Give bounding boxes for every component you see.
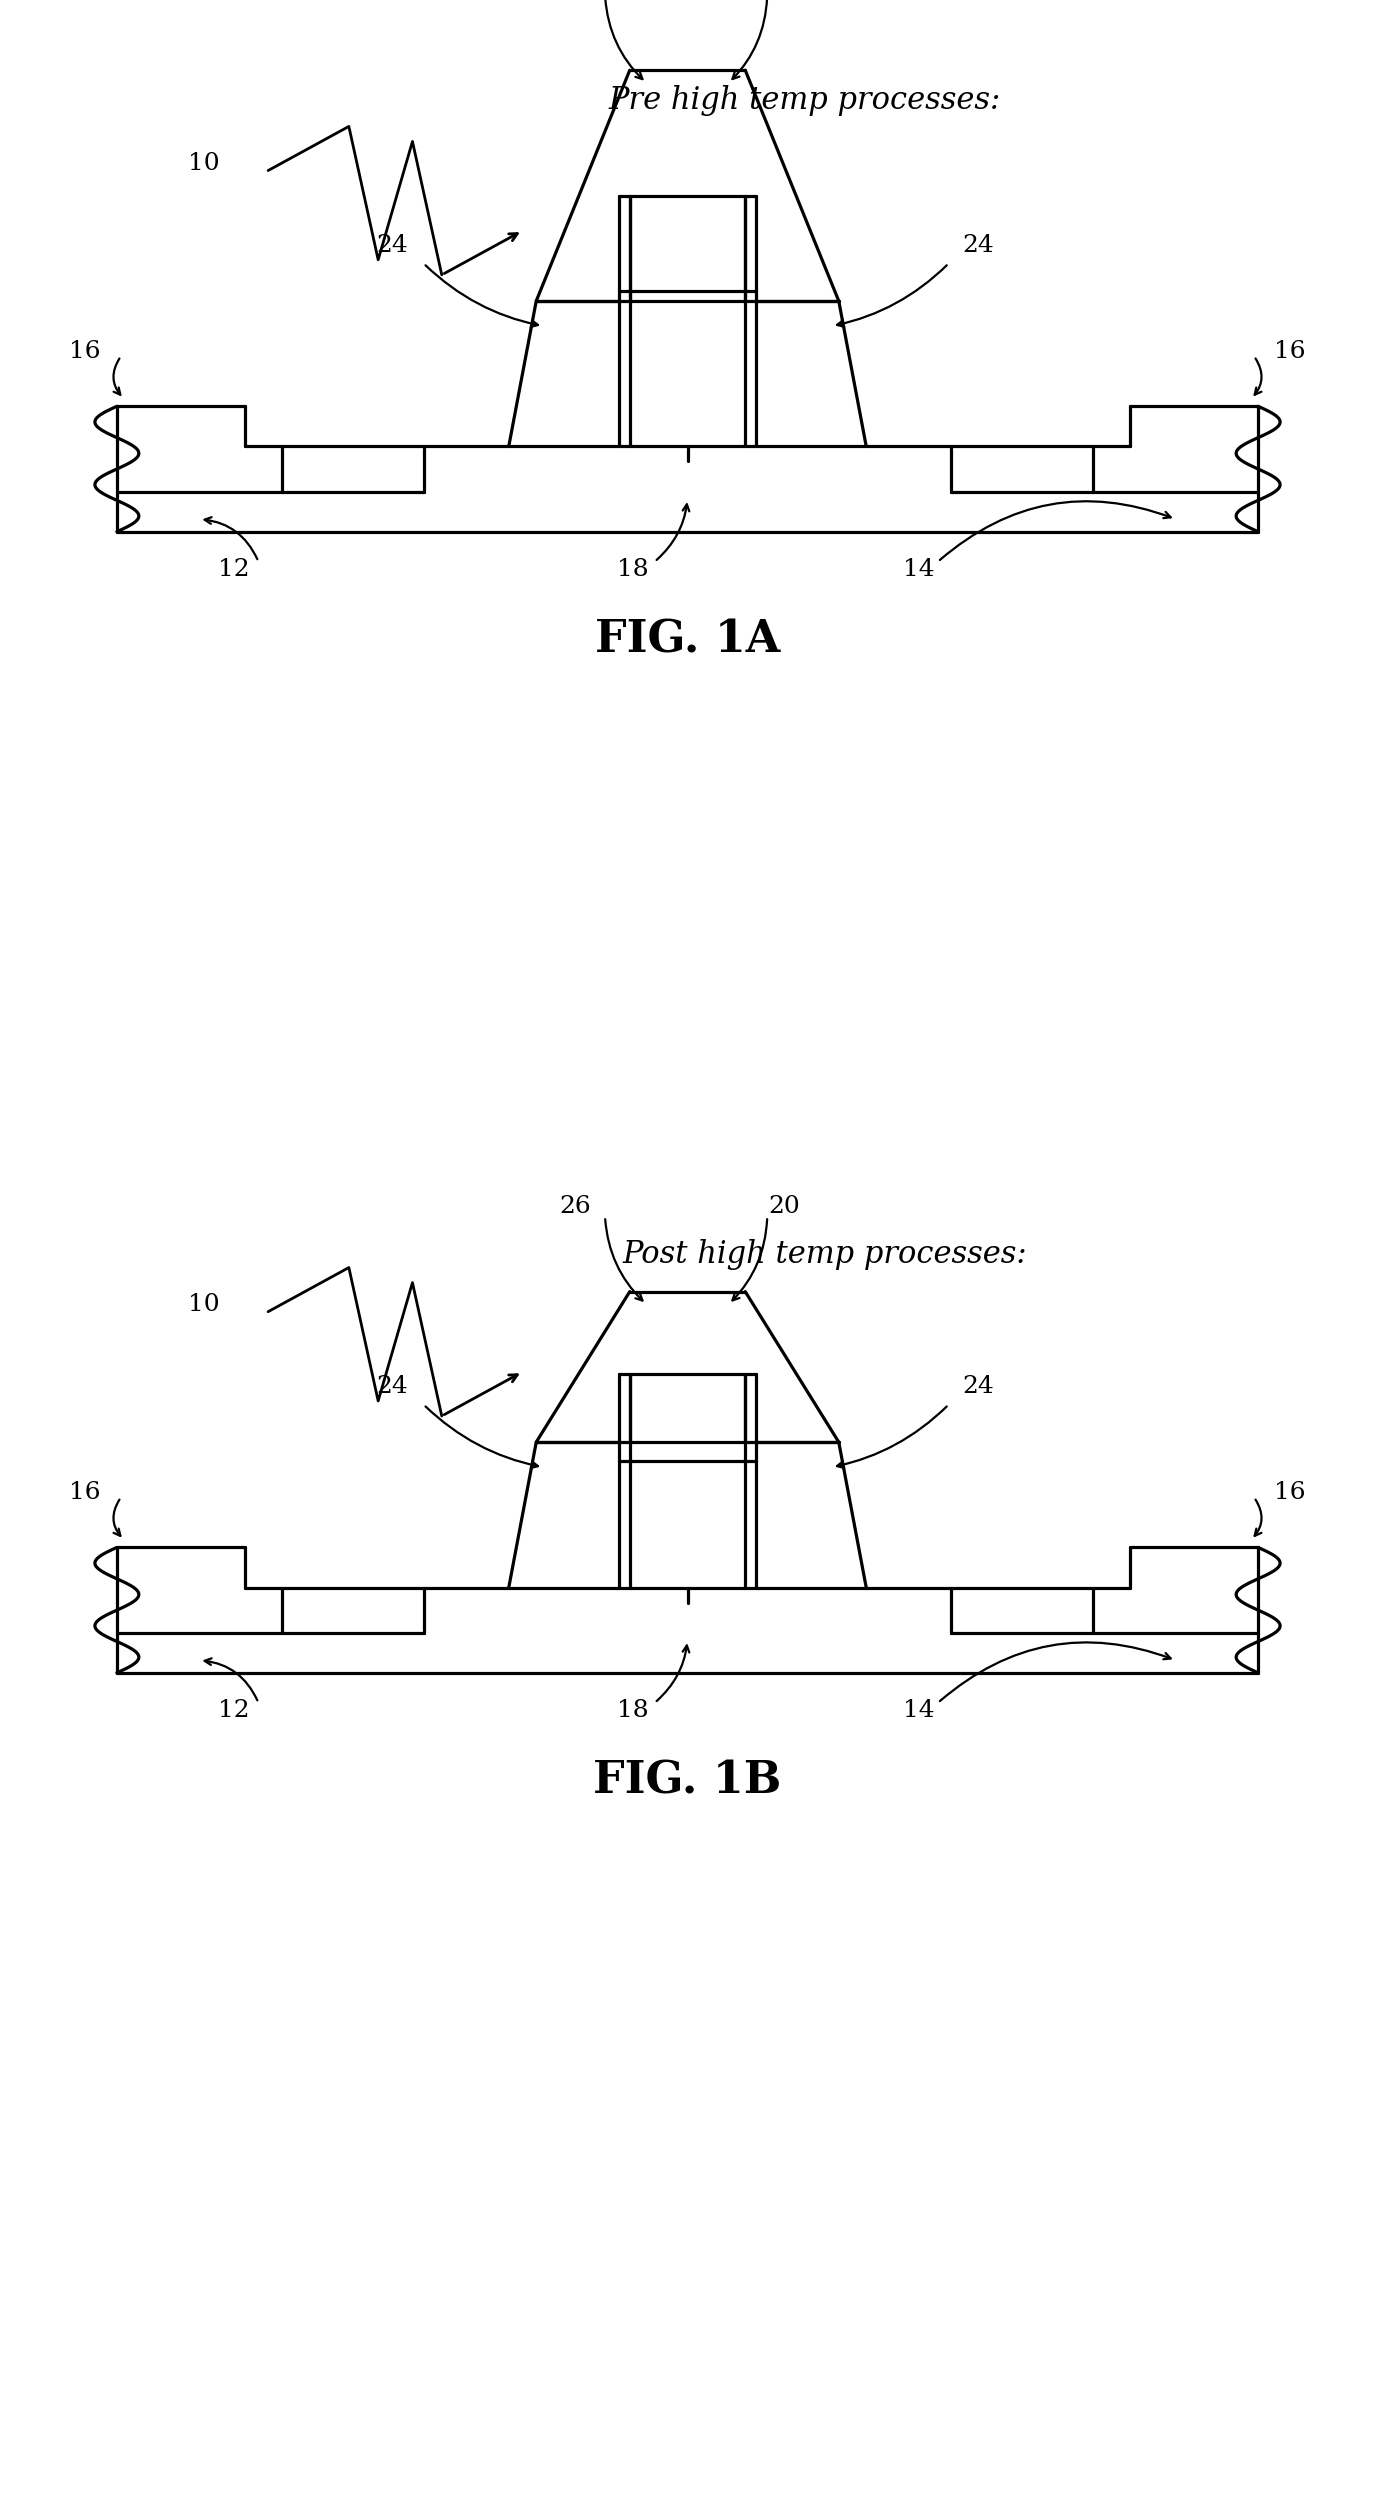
Text: 24: 24 [375, 1374, 408, 1399]
Text: 24: 24 [962, 1374, 994, 1399]
Text: Post high temp processes:: Post high temp processes: [623, 1239, 1027, 1269]
Text: 18: 18 [616, 1698, 649, 1723]
Text: 12: 12 [217, 1698, 250, 1723]
Text: 24: 24 [375, 233, 408, 258]
Text: 10: 10 [188, 1292, 220, 1317]
Text: 24: 24 [962, 233, 994, 258]
Text: 14: 14 [902, 1698, 935, 1723]
Text: Pre high temp processes:: Pre high temp processes: [608, 85, 1001, 115]
Text: 26: 26 [558, 1194, 591, 1219]
Text: FIG. 1A: FIG. 1A [595, 617, 780, 662]
Text: 14: 14 [902, 557, 935, 582]
Text: 12: 12 [217, 557, 250, 582]
Text: 16: 16 [1273, 339, 1305, 364]
Text: 16: 16 [69, 1480, 102, 1505]
Text: FIG. 1B: FIG. 1B [594, 1758, 781, 1803]
Text: 10: 10 [188, 150, 220, 176]
Text: 16: 16 [1273, 1480, 1305, 1505]
Text: 20: 20 [767, 1194, 800, 1219]
Text: 16: 16 [69, 339, 102, 364]
Text: 18: 18 [616, 557, 649, 582]
